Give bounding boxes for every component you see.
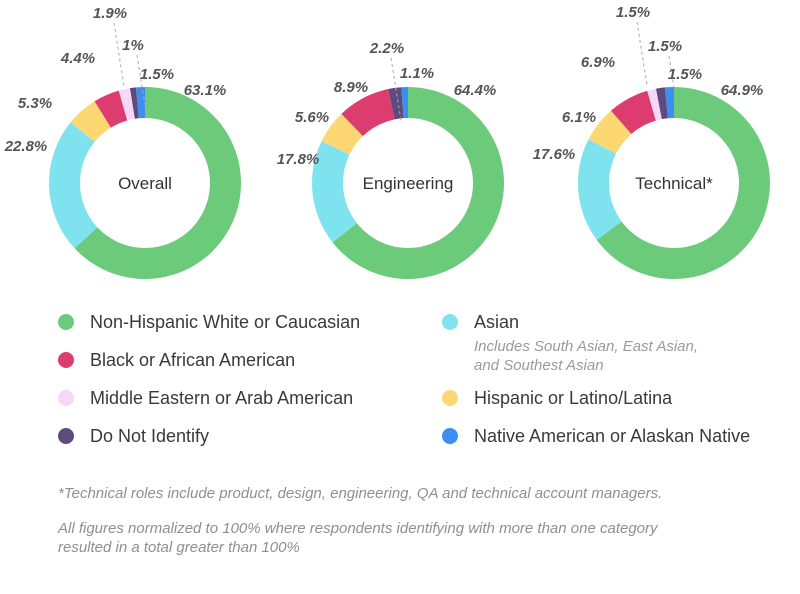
legend-label-black: Black or African American (90, 350, 296, 370)
legend-label-asian: Asian (474, 312, 520, 332)
slice-percent-label: 1.5% (648, 38, 682, 55)
slice-percent-label: 5.6% (295, 109, 329, 126)
label-leader-line (113, 22, 125, 87)
legend-swatch-asian (442, 314, 458, 330)
legend-item-white: Non-Hispanic White or Caucasian (58, 311, 360, 333)
slice-percent-label: 6.1% (562, 109, 596, 126)
donut-charts: 63.1% 22.8% 5.3% 4.4% 1.9% 1% 1.5% Overall 64.4%… (4, 4, 770, 279)
label-leader-line (136, 54, 148, 119)
normalization-line: resulted in a total greater than 100% (58, 539, 300, 556)
legend-item-asian: Asian Includes South Asian, East Asian, … (442, 311, 698, 375)
donut-slice (135, 87, 145, 119)
legend-note-line: Includes South Asian, East Asian, (474, 338, 699, 355)
slice-percent-label: 22.8% (4, 138, 48, 155)
legend-item-do-not-identify: Do Not Identify (58, 425, 209, 447)
donut-slice (49, 122, 98, 249)
donut-center-title: Engineering (363, 174, 454, 193)
normalization-line: All figures normalized to 100% where res… (58, 520, 658, 537)
slice-percent-label: 1.5% (668, 66, 702, 83)
slice-percent-label: 1.1% (400, 65, 434, 82)
legend-label-white: Non-Hispanic White or Caucasian (90, 312, 361, 332)
legend-label-do-not-identify: Do Not Identify (90, 426, 210, 446)
donut-slice (321, 113, 363, 155)
donut-slice (70, 101, 111, 142)
label-leader-line (636, 21, 648, 86)
slice-percent-label: 64.4% (454, 82, 497, 99)
donut-slice (610, 90, 656, 134)
slice-percent-label: 63.1% (184, 82, 227, 99)
donut-slice (341, 89, 395, 137)
donut-slice (311, 141, 357, 243)
slice-percent-label: 1.5% (616, 4, 650, 21)
donut-slice (596, 87, 770, 279)
donut-slice (332, 87, 504, 279)
legend-label-hispanic: Hispanic or Latino/Latina (474, 388, 673, 408)
donut-slice (118, 88, 135, 121)
legend-swatch-native-american (442, 428, 458, 444)
legend-swatch-do-not-identify (58, 428, 74, 444)
label-leader-line (668, 55, 680, 120)
slice-percent-label: 4.4% (60, 50, 95, 67)
legend-swatch-black (58, 352, 74, 368)
label-leader-line (390, 57, 402, 122)
donut-slice (664, 87, 674, 119)
slice-percent-label: 17.8% (277, 151, 320, 168)
donut-slice (577, 139, 622, 240)
donut-center-title: Overall (118, 174, 172, 193)
legend-item-hispanic: Hispanic or Latino/Latina (442, 387, 672, 409)
slice-percent-label: 5.3% (18, 95, 52, 112)
donut-slice (74, 87, 241, 279)
slice-percent-label: 64.9% (721, 82, 764, 99)
donut-slice (401, 87, 408, 119)
legend-item-native-american: Native American or Alaskan Native (442, 425, 750, 447)
legend-note-asian: Includes South Asian, East Asian, and So… (474, 337, 698, 375)
slice-percent-label: 2.2% (369, 40, 404, 57)
technical-footnote: *Technical roles include product, design… (58, 485, 663, 502)
donut-slice (94, 90, 128, 128)
donut-slice (647, 88, 662, 121)
slice-percent-label: 1.9% (93, 5, 127, 22)
normalization-footnote: All figures normalized to 100% where res… (58, 519, 778, 557)
legend-item-middle-eastern: Middle Eastern or Arab American (58, 387, 353, 409)
legend-label-native-american: Native American or Alaskan Native (474, 426, 751, 446)
legend-item-black: Black or African American (58, 349, 295, 371)
legend-swatch-middle-eastern (58, 390, 74, 406)
legend-swatch-white (58, 314, 74, 330)
slice-percent-label: 17.6% (533, 146, 576, 163)
donut-center-title: Technical* (635, 174, 713, 193)
slice-percent-label: 1% (122, 37, 144, 54)
donut-slice (129, 87, 139, 119)
slice-percent-label: 6.9% (581, 54, 615, 71)
slice-percent-label: 8.9% (334, 79, 368, 96)
donut-slice (588, 110, 632, 154)
legend-swatch-hispanic (442, 390, 458, 406)
legend-note-line: and Southest Asian (474, 357, 604, 374)
slice-percent-label: 1.5% (140, 66, 174, 83)
legend-label-middle-eastern: Middle Eastern or Arab American (90, 388, 354, 408)
donut-slice (656, 87, 668, 120)
